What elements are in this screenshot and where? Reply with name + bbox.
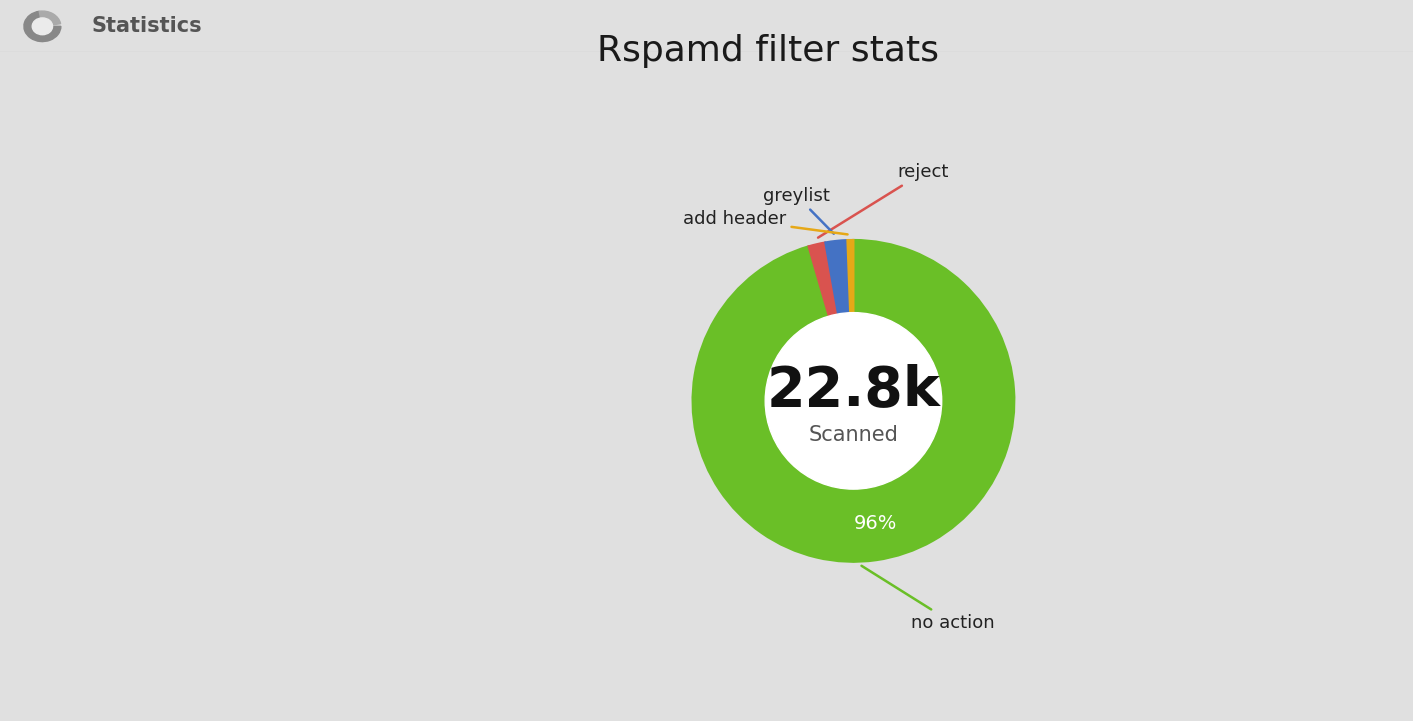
Wedge shape (692, 240, 1015, 562)
Text: 22.8k: 22.8k (767, 363, 940, 417)
Wedge shape (825, 240, 851, 314)
Wedge shape (40, 11, 61, 26)
Text: no action: no action (862, 566, 995, 632)
Text: greylist: greylist (763, 187, 834, 234)
Wedge shape (848, 240, 853, 313)
Text: 96%: 96% (853, 514, 897, 533)
Text: reject: reject (818, 164, 950, 238)
Circle shape (766, 313, 941, 489)
Text: add header: add header (682, 211, 848, 234)
Circle shape (32, 18, 52, 35)
Text: Scanned: Scanned (808, 425, 899, 445)
Wedge shape (24, 12, 61, 42)
Wedge shape (808, 242, 838, 316)
Text: Statistics: Statistics (92, 16, 202, 36)
Text: Rspamd filter stats: Rspamd filter stats (596, 34, 938, 68)
